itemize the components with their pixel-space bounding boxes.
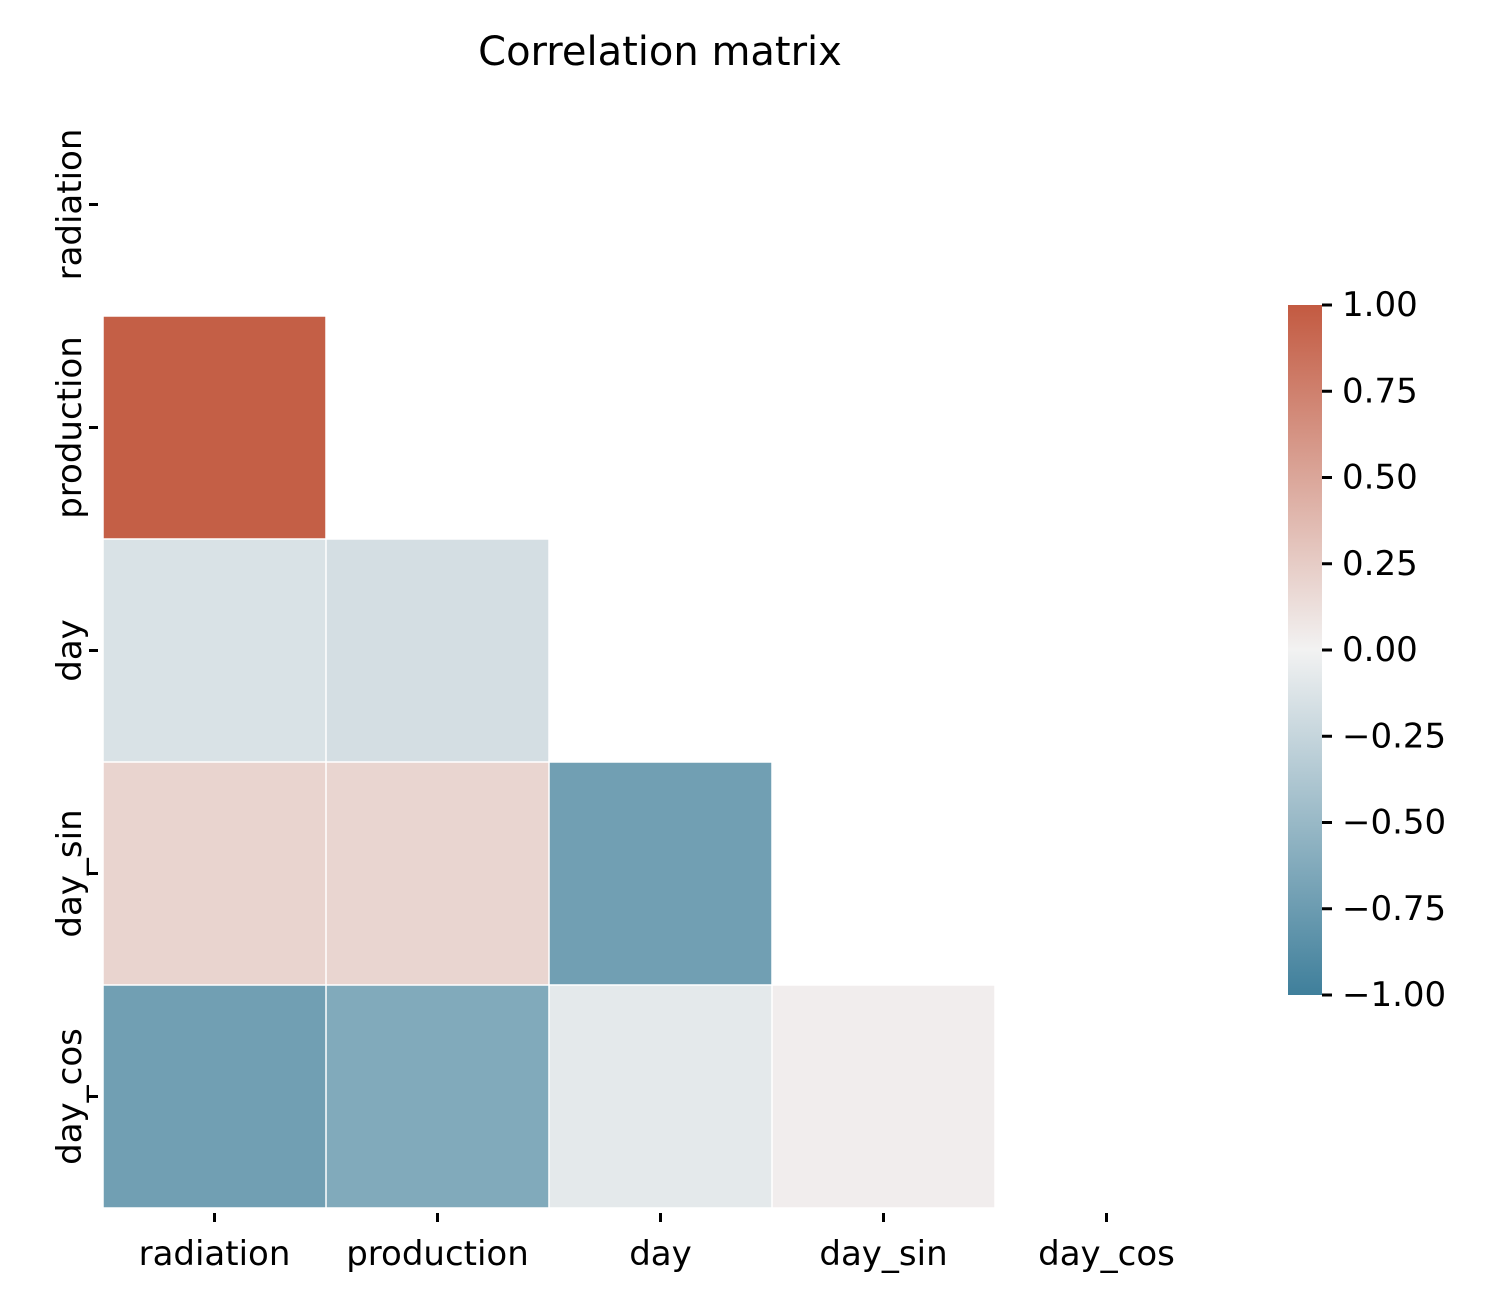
y-axis: radiation production day day_sin day_cos bbox=[50, 129, 98, 1165]
heatmap-cell-day_sin-production bbox=[326, 762, 549, 985]
chart-title: Correlation matrix bbox=[478, 29, 842, 75]
heatmap-cell-day_cos-radiation bbox=[103, 985, 326, 1208]
colorbar-gradient bbox=[1288, 305, 1322, 995]
y-tick-label-day_cos: day_cos bbox=[50, 1028, 90, 1165]
colorbar-tick-label: 0.00 bbox=[1342, 630, 1418, 670]
colorbar-tick-label: −0.25 bbox=[1342, 716, 1446, 756]
x-tick-label-day_cos: day_cos bbox=[1038, 1234, 1175, 1274]
x-axis: radiation production day day_sin day_cos bbox=[139, 1213, 1175, 1274]
heatmap-cell-production-radiation bbox=[103, 316, 326, 539]
heatmap-cell-day_cos-day bbox=[549, 985, 772, 1208]
x-tick-label-day: day bbox=[629, 1234, 692, 1274]
colorbar-tick-label: −0.50 bbox=[1342, 803, 1446, 843]
colorbar-tick-label: 0.75 bbox=[1342, 371, 1418, 411]
colorbar-tick-label: −1.00 bbox=[1342, 975, 1446, 1015]
y-tick-label-day: day bbox=[50, 619, 90, 682]
colorbar-tick-label: −0.75 bbox=[1342, 889, 1446, 929]
colorbar-tick-label: 0.50 bbox=[1342, 458, 1418, 498]
heatmap-cell-day_sin-radiation bbox=[103, 762, 326, 985]
heatmap-cell-day_cos-production bbox=[326, 985, 549, 1208]
colorbar-tick-label: 1.00 bbox=[1342, 285, 1418, 325]
x-tick-label-production: production bbox=[346, 1234, 529, 1274]
heatmap-cell-day_sin-day bbox=[549, 762, 772, 985]
colorbar-ticks: 1.00 0.75 0.50 0.25 0.00 −0.25 −0.50 −0.75 −1.00 bbox=[1322, 285, 1446, 1015]
x-tick-label-day_sin: day_sin bbox=[819, 1234, 947, 1274]
colorbar: 1.00 0.75 0.50 0.25 0.00 −0.25 −0.50 −0.75 −1.00 bbox=[1288, 285, 1446, 1015]
y-tick-label-production: production bbox=[50, 336, 90, 519]
heatmap-cell-day-production bbox=[326, 539, 549, 762]
y-tick-label-radiation: radiation bbox=[50, 129, 90, 281]
heatmap-cells bbox=[103, 316, 995, 1208]
x-tick-label-radiation: radiation bbox=[139, 1234, 291, 1274]
y-tick-label-day_sin: day_sin bbox=[50, 809, 90, 937]
colorbar-tick-label: 0.25 bbox=[1342, 544, 1418, 584]
heatmap-cell-day_cos-day_sin bbox=[772, 985, 995, 1208]
heatmap-cell-day-radiation bbox=[103, 539, 326, 762]
